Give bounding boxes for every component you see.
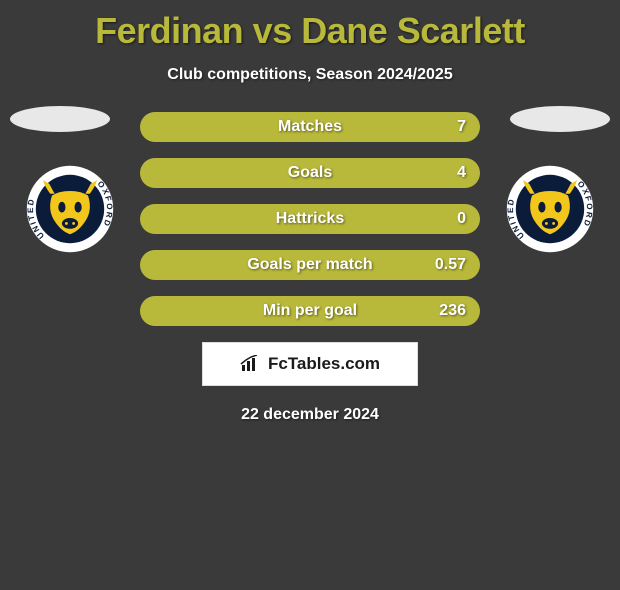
player-left-avatar-placeholder bbox=[10, 106, 110, 132]
bar-chart-icon bbox=[240, 355, 262, 373]
stat-value-right: 4 bbox=[457, 164, 466, 182]
page-title: Ferdinan vs Dane Scarlett bbox=[0, 10, 620, 52]
stat-row-hattricks: Hattricks 0 bbox=[140, 204, 480, 234]
stat-label: Min per goal bbox=[263, 302, 357, 320]
subtitle: Club competitions, Season 2024/2025 bbox=[0, 66, 620, 84]
stat-label: Goals bbox=[288, 164, 332, 182]
footer-brand-box: FcTables.com bbox=[202, 342, 418, 386]
player-right-avatar-placeholder bbox=[510, 106, 610, 132]
oxford-united-badge-icon: OXFORD UNITED bbox=[505, 164, 595, 254]
player-right-club-badge: OXFORD UNITED bbox=[505, 164, 595, 254]
stat-row-matches: Matches 7 bbox=[140, 112, 480, 142]
footer-brand: FcTables.com bbox=[240, 354, 380, 374]
player-left-club-badge: OXFORD UNITED bbox=[25, 164, 115, 254]
stat-label: Goals per match bbox=[247, 256, 372, 274]
stat-row-min-per-goal: Min per goal 236 bbox=[140, 296, 480, 326]
snapshot-date: 22 december 2024 bbox=[0, 406, 620, 424]
stat-label: Hattricks bbox=[276, 210, 344, 228]
stat-label: Matches bbox=[278, 118, 342, 136]
stat-value-right: 0 bbox=[457, 210, 466, 228]
stat-value-right: 0.57 bbox=[435, 256, 466, 274]
comparison-panel: OXFORD UNITED OXFORD UNITED bbox=[0, 112, 620, 424]
stat-value-right: 236 bbox=[439, 302, 466, 320]
stat-bars: Matches 7 Goals 4 Hattricks 0 Goals per … bbox=[140, 112, 480, 326]
stat-value-right: 7 bbox=[457, 118, 466, 136]
stat-row-goals: Goals 4 bbox=[140, 158, 480, 188]
stat-row-goals-per-match: Goals per match 0.57 bbox=[140, 250, 480, 280]
oxford-united-badge-icon: OXFORD UNITED bbox=[25, 164, 115, 254]
footer-brand-text: FcTables.com bbox=[268, 354, 380, 374]
